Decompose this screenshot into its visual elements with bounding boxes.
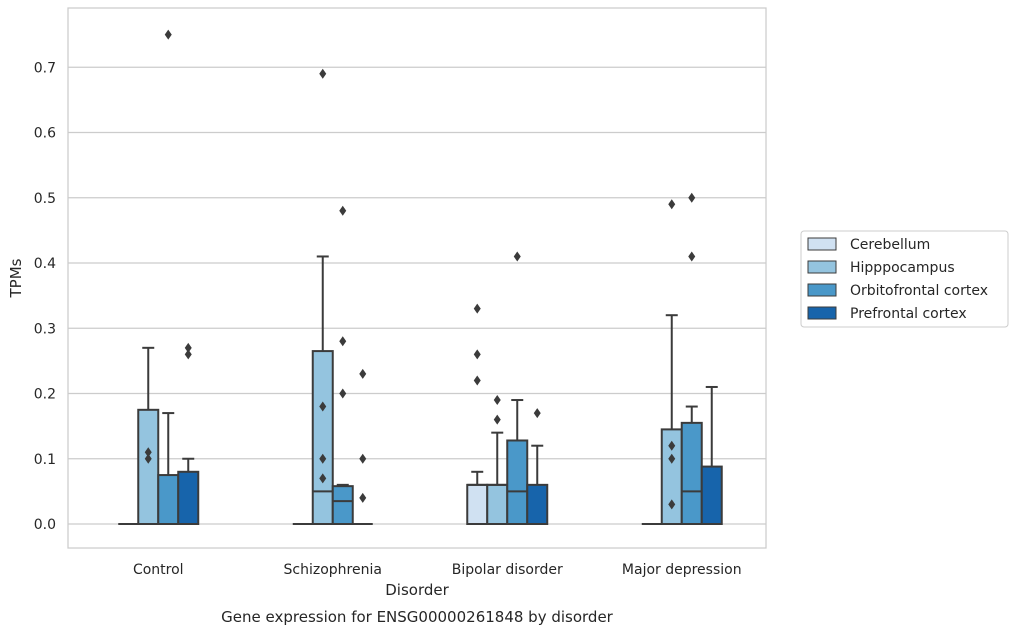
outlier-point (359, 453, 367, 464)
chart-caption: Gene expression for ENSG00000261848 by d… (221, 608, 614, 626)
legend-entry: Prefrontal cortex (850, 306, 967, 322)
x-axis-label: Disorder (385, 581, 449, 599)
x-tick-label: Bipolar disorder (452, 562, 563, 578)
outlier-point (144, 447, 152, 458)
legend: Cerebellum Hipppocampus Orbitofrontal cort… (800, 230, 1009, 328)
outlier-point (668, 199, 676, 210)
outlier-point (359, 368, 367, 379)
box-body (157, 474, 180, 525)
outlier-point (688, 192, 696, 203)
outlier-point (339, 205, 347, 216)
box-body (526, 483, 549, 526)
outlier-point (513, 251, 521, 262)
outlier-point (319, 453, 327, 464)
box-body (486, 483, 509, 526)
outlier-point (184, 342, 192, 353)
outlier-point (319, 473, 327, 484)
box-hipppocampus (486, 395, 509, 526)
x-axis: Control Schizophrenia Bipolar disorder Majo… (133, 562, 742, 578)
box-body (331, 485, 354, 525)
box-body (177, 470, 200, 525)
box-body (506, 439, 529, 526)
legend-swatch (807, 306, 837, 320)
x-tick-label: Control (133, 562, 184, 578)
box-prefrontal-cortex (352, 368, 373, 525)
y-tick-label: 0.1 (34, 452, 56, 468)
outlier-point (668, 453, 676, 464)
box-hipppocampus (137, 346, 160, 525)
y-tick-label: 0.3 (34, 321, 56, 337)
outlier-point (493, 414, 501, 425)
outlier-point (533, 408, 541, 419)
outlier-point (319, 68, 327, 79)
y-tick-label: 0.6 (34, 126, 56, 142)
outlier-point (473, 375, 481, 386)
outlier-point (339, 336, 347, 347)
outlier-point (359, 492, 367, 503)
y-tick-label: 0.2 (34, 387, 56, 403)
y-tick-label: 0.5 (34, 191, 56, 207)
box-hipppocampus (660, 199, 683, 526)
box-prefrontal-cortex (700, 385, 723, 525)
outlier-point (164, 29, 172, 40)
legend-entry: Hipppocampus (850, 260, 955, 276)
box-prefrontal-cortex (177, 342, 200, 525)
box-body (311, 350, 334, 525)
outlier-point (473, 349, 481, 360)
box-body (466, 483, 489, 526)
box-cerebellum (466, 303, 489, 526)
x-tick-label: Major depression (622, 562, 742, 578)
outlier-point (144, 453, 152, 464)
box-orbitofrontal-cortex (157, 29, 180, 525)
outlier-point (668, 499, 676, 510)
legend-swatch (807, 283, 837, 297)
box-prefrontal-cortex (526, 408, 549, 526)
y-axis: 0.0 0.1 0.2 0.3 0.4 0.5 0.6 0.7 (34, 60, 56, 533)
outlier-point (688, 251, 696, 262)
plot-area (118, 29, 723, 526)
y-tick-label: 0.0 (34, 517, 56, 533)
box-body (700, 465, 723, 525)
legend-entry: Orbitofrontal cortex (850, 283, 988, 299)
box-hipppocampus (311, 68, 334, 525)
box-orbitofrontal-cortex (680, 192, 703, 525)
legend-entry: Cerebellum (850, 237, 930, 253)
legend-swatch (807, 237, 837, 251)
outlier-point (339, 388, 347, 399)
outlier-point (493, 395, 501, 406)
legend-frame (800, 230, 1009, 328)
box-body (680, 421, 703, 525)
box-body (137, 408, 160, 525)
box-orbitofrontal-cortex (506, 251, 529, 526)
x-tick-label: Schizophrenia (284, 562, 382, 578)
outlier-point (319, 401, 327, 412)
y-axis-label: TPMs (7, 258, 25, 298)
y-tick-label: 0.7 (34, 60, 56, 76)
legend-swatch (807, 260, 837, 274)
plot-frame (67, 7, 767, 549)
outlier-point (668, 440, 676, 451)
box-orbitofrontal-cortex (331, 205, 354, 525)
outlier-point (184, 349, 192, 360)
y-tick-label: 0.4 (34, 256, 56, 272)
outlier-point (473, 303, 481, 314)
